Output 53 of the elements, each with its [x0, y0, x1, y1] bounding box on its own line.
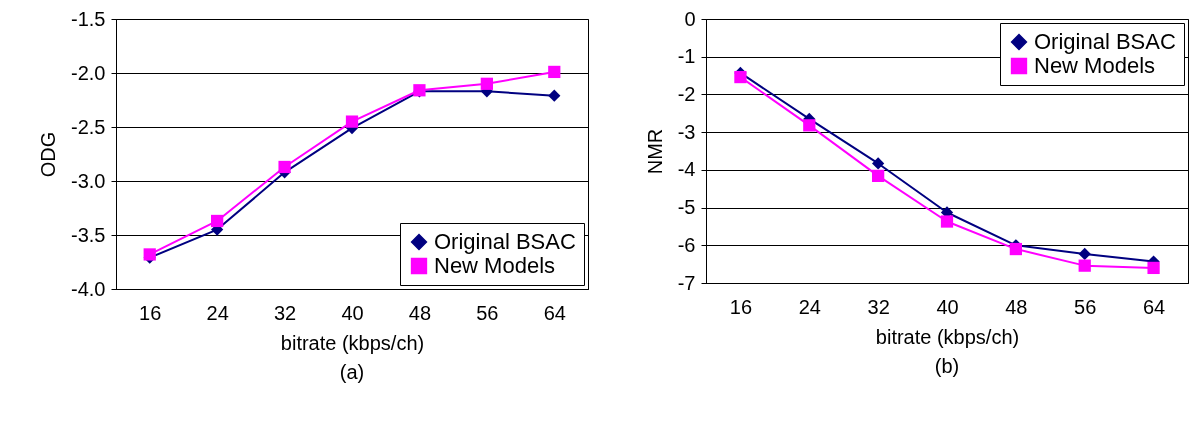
legend-label: New Models: [434, 253, 556, 278]
point: [734, 70, 747, 84]
y-tick-label: 0: [684, 7, 696, 30]
point: [548, 65, 561, 79]
point: [1009, 242, 1022, 256]
y-axis-title: NMR: [643, 128, 666, 175]
y-tick-label: -4: [677, 158, 696, 181]
y-tick-label: -3.5: [71, 223, 106, 246]
y-tick-label: -5: [677, 196, 696, 219]
point: [211, 214, 224, 228]
x-tick-label: 56: [476, 301, 499, 324]
y-tick-label: -2: [677, 82, 696, 105]
point: [872, 157, 885, 170]
x-tick-label: 32: [867, 295, 890, 318]
y-tick-label: -4.0: [71, 277, 106, 300]
x-tick-label: 32: [273, 301, 297, 324]
x-tick-label: 64: [1142, 295, 1166, 318]
legend-label: Original BSAC: [1034, 29, 1176, 54]
y-tick-label: -1.5: [71, 7, 106, 30]
y-tick-label: -3: [677, 120, 696, 143]
x-axis-title: bitrate (kbps/ch): [280, 331, 425, 354]
x-tick-label: 56: [1074, 295, 1097, 318]
x-tick-label: 16: [729, 295, 753, 318]
point: [480, 77, 493, 90]
point: [872, 169, 885, 183]
x-tick-label: 24: [206, 301, 229, 324]
x-tick-label: 48: [408, 301, 432, 324]
point: [278, 160, 291, 174]
x-tick-label: 24: [798, 295, 821, 318]
y-tick-label: -2.0: [71, 61, 106, 84]
legend-label: New Models: [1034, 53, 1156, 78]
point: [345, 115, 359, 128]
y-axis-title: ODG: [37, 131, 60, 178]
x-tick-label: 40: [341, 301, 364, 324]
x-tick-label: 48: [1005, 295, 1028, 318]
text: (a): [339, 361, 365, 383]
point: [548, 89, 561, 102]
point: [1078, 259, 1091, 272]
point: [940, 215, 954, 228]
x-tick-label: 40: [936, 295, 959, 318]
y-tick-label: -3.0: [71, 169, 106, 192]
text: (b): [934, 355, 960, 377]
x-tick-label: 64: [543, 301, 566, 324]
y-tick-label: -6: [677, 233, 696, 256]
x-axis-title: bitrate (kbps/ch): [875, 325, 1020, 348]
point: [1078, 247, 1091, 261]
legend-label: Original BSAC: [434, 229, 576, 254]
y-tick-label: -7: [677, 271, 696, 294]
point: [1147, 261, 1160, 275]
x-tick-label: 16: [139, 301, 162, 324]
y-tick-label: -2.5: [71, 115, 106, 138]
point: [803, 119, 816, 132]
y-tick-label: -1: [677, 45, 696, 68]
